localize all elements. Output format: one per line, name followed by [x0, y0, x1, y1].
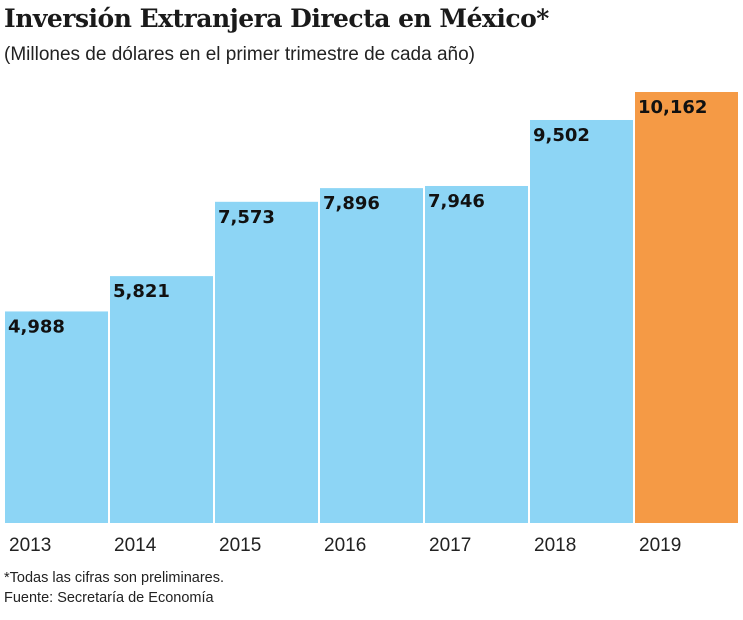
bar-2015	[215, 201, 318, 524]
x-tick-label-2013: 2013	[9, 535, 51, 556]
source-note: Fuente: Secretaría de Economía	[4, 590, 214, 606]
x-tick-label-2017: 2017	[429, 535, 471, 556]
chart-subtitle: (Millones de dólares en el primer trimes…	[4, 44, 475, 65]
x-tick-label-2019: 2019	[639, 535, 681, 556]
bar-2019	[635, 92, 738, 523]
footnote: *Todas las cifras son preliminares.	[4, 570, 225, 586]
data-label-2018: 9,502	[533, 125, 590, 146]
x-tick-label-2015: 2015	[219, 535, 261, 556]
x-tick-label-2016: 2016	[324, 535, 366, 556]
bar-2018	[530, 119, 633, 523]
x-tick-label-2018: 2018	[534, 535, 576, 556]
bar-2013	[5, 311, 108, 523]
data-label-2017: 7,946	[428, 191, 485, 212]
bar-2016	[320, 188, 423, 523]
bar-2014	[110, 276, 213, 523]
data-label-2019: 10,162	[638, 97, 707, 118]
bar-chart: 4,988 2013 5,821 2014 7,573 2015 7,896 2016 7,94…	[5, 92, 738, 556]
data-label-2014: 5,821	[113, 281, 170, 302]
data-label-2015: 7,573	[218, 207, 275, 228]
chart-title: Inversión Extranjera Directa en México*	[4, 4, 549, 33]
data-label-2013: 4,988	[8, 316, 65, 337]
data-label-2016: 7,896	[323, 193, 380, 214]
bar-2017	[425, 185, 528, 524]
x-tick-label-2014: 2014	[114, 535, 157, 556]
